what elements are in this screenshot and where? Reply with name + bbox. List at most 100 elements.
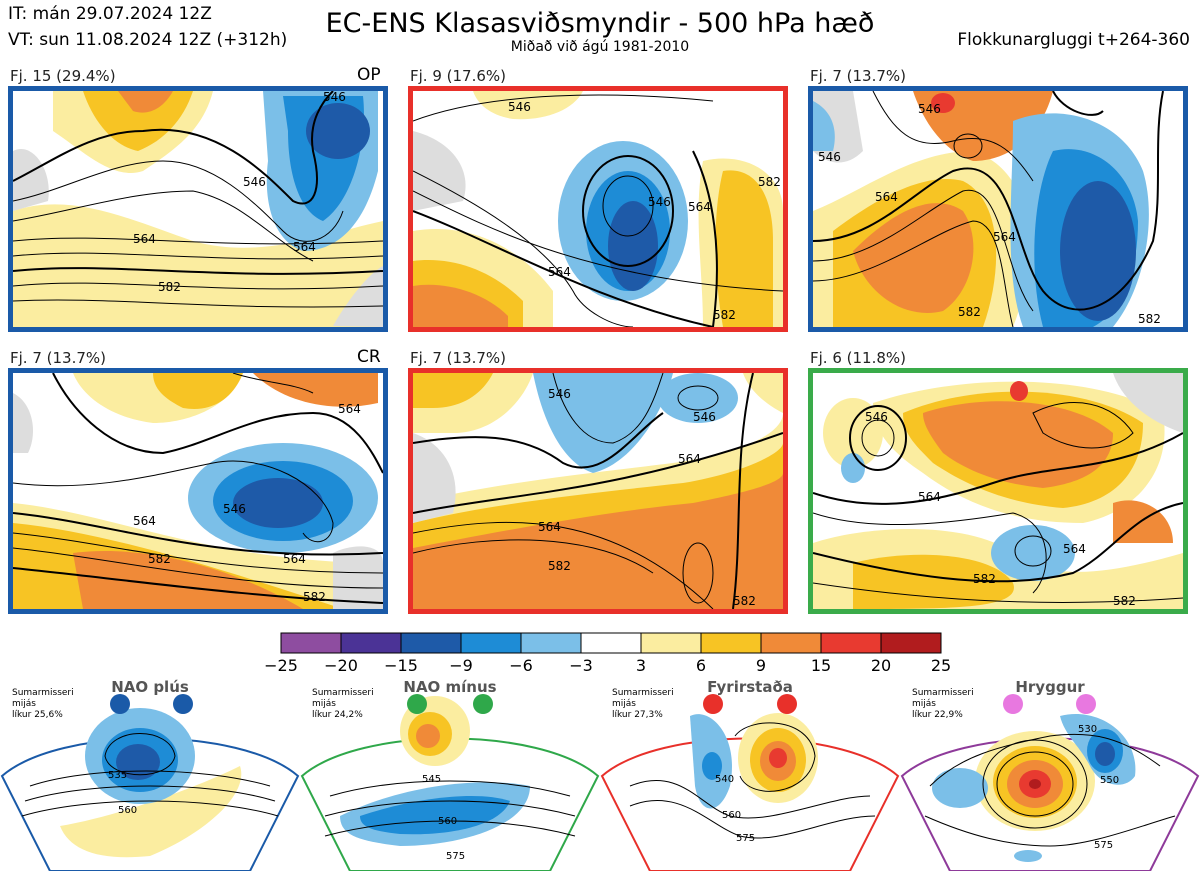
colorbar-swatch xyxy=(280,632,342,654)
regime-probability: líkur 25,6% xyxy=(12,710,63,720)
regime-mean: mijás xyxy=(912,699,936,709)
regime-probability: líkur 24,2% xyxy=(312,710,363,720)
contour-label: 575 xyxy=(446,851,465,862)
regime-nao-plus: 535 560 NAO plús Sumarmisseri mijás líku… xyxy=(0,676,300,871)
contour-label: 564 xyxy=(283,552,306,566)
regime-map: 535 560 xyxy=(0,694,300,871)
cluster-map-5: 546 546 564 564 582 582 xyxy=(408,368,788,614)
colorbar-swatch xyxy=(640,632,702,654)
anomaly-map: 546 546 564 564 582 582 xyxy=(813,91,1183,327)
contour-label: 582 xyxy=(958,305,981,319)
contour-label: 582 xyxy=(1138,312,1161,326)
contour-label: 546 xyxy=(865,410,888,424)
contour-label: 564 xyxy=(293,240,316,254)
regime-title: Fyrirstaða xyxy=(707,678,793,696)
panel-1-tag: OP xyxy=(357,65,381,85)
regime-mean: mijás xyxy=(612,699,636,709)
panel-4-tag: CR xyxy=(357,347,381,367)
colorbar-tick-label: −20 xyxy=(324,656,358,675)
colorbar-tick-label: 9 xyxy=(755,656,767,675)
contour-label: 582 xyxy=(733,594,756,608)
anomaly-map: 564 582 546 546 564 xyxy=(13,91,383,327)
cluster-window: Flokkunargluggi t+264-360 xyxy=(957,30,1190,50)
contour-label: 564 xyxy=(133,514,156,528)
regime-map: 530 550 575 xyxy=(900,694,1200,871)
cluster-map-3: 546 546 564 564 582 582 xyxy=(808,86,1188,332)
panel-4-label: Fj. 7 (13.7%) xyxy=(10,349,106,367)
anomaly-map: 546 564 564 564 582 582 xyxy=(13,373,383,609)
contour-label: 582 xyxy=(713,308,736,322)
contour-label: 546 xyxy=(918,102,941,116)
colorbar-swatch xyxy=(520,632,582,654)
colorbar-swatch xyxy=(820,632,882,654)
regime-info: Sumarmisseri mijás líkur 27,3% xyxy=(612,688,674,721)
contour-label: 582 xyxy=(148,552,171,566)
contour-label: 564 xyxy=(1063,542,1086,556)
colorbar-swatch xyxy=(580,632,642,654)
contour-label: 564 xyxy=(548,265,571,279)
colorbar-swatch xyxy=(880,632,942,654)
regime-mean: mijás xyxy=(12,699,36,709)
contour-label: 564 xyxy=(133,232,156,246)
colorbar-tick-label: 25 xyxy=(930,656,952,675)
colorbar-tick-label: −6 xyxy=(509,656,533,675)
contour-label: 546 xyxy=(548,387,571,401)
contour-label: 560 xyxy=(722,810,741,821)
colorbar-tick-label: −15 xyxy=(384,656,418,675)
contour-label: 582 xyxy=(1113,594,1136,608)
panel-5-label: Fj. 7 (13.7%) xyxy=(410,349,506,367)
contour-label: 582 xyxy=(158,280,181,294)
contour-label: 546 xyxy=(508,100,531,114)
contour-label: 545 xyxy=(422,774,441,785)
contour-label: 564 xyxy=(875,190,898,204)
anomaly-map: 546 564 564 582 582 xyxy=(813,373,1183,609)
regime-title: Hryggur xyxy=(1015,678,1085,696)
cluster-map-4: 546 564 564 564 582 582 xyxy=(8,368,388,614)
regime-title: NAO mínus xyxy=(403,678,497,696)
contour-label: 546 xyxy=(223,502,246,516)
anomaly-map: 546 546 564 564 582 582 xyxy=(413,373,783,609)
contour-label: 560 xyxy=(118,805,137,816)
colorbar-swatch xyxy=(760,632,822,654)
colorbar xyxy=(280,632,942,654)
cluster-map-1: 564 582 546 546 564 xyxy=(8,86,388,332)
contour-label: 564 xyxy=(678,452,701,466)
contour-label: 546 xyxy=(323,91,346,104)
page-title: EC-ENS Klasasviðsmyndir - 500 hPa hæð xyxy=(325,8,875,39)
colorbar-tick-label: 3 xyxy=(635,656,647,675)
colorbar-swatch xyxy=(340,632,402,654)
regime-blocking: 540 560 575 Fyrirstaða Sumarmisseri mijá… xyxy=(600,676,900,871)
contour-label: 564 xyxy=(918,490,941,504)
regime-season: Sumarmisseri xyxy=(12,688,74,698)
initial-time: IT: mán 29.07.2024 12Z xyxy=(8,4,212,24)
contour-label: 564 xyxy=(993,230,1016,244)
page-subtitle: Miðað við ágú 1981-2010 xyxy=(510,39,690,55)
cluster-map-6: 546 564 564 582 582 xyxy=(808,368,1188,614)
colorbar-swatch xyxy=(460,632,522,654)
colorbar-tick-label: −3 xyxy=(569,656,593,675)
colorbar-tick-label: 15 xyxy=(810,656,832,675)
colorbar-tick-label: 20 xyxy=(870,656,892,675)
contour-label: 560 xyxy=(438,816,457,827)
contour-label: 582 xyxy=(548,559,571,573)
panel-1-label: Fj. 15 (29.4%) xyxy=(10,67,116,85)
contour-label: 540 xyxy=(715,774,734,785)
colorbar-swatch xyxy=(700,632,762,654)
contour-label: 546 xyxy=(693,410,716,424)
colorbar-swatch xyxy=(400,632,462,654)
panel-6-label: Fj. 6 (11.8%) xyxy=(810,349,906,367)
anomaly-map: 546 546 564 564 582 582 xyxy=(413,91,783,327)
colorbar-tick-label: −9 xyxy=(449,656,473,675)
regime-nao-minus: 545 560 575 NAO mínus Sumarmisseri mijás… xyxy=(300,676,600,871)
contour-label: 530 xyxy=(1078,724,1097,735)
valid-time: VT: sun 11.08.2024 12Z (+312h) xyxy=(8,30,288,50)
contour-label: 582 xyxy=(303,590,326,604)
regime-title: NAO plús xyxy=(111,678,189,696)
contour-label: 550 xyxy=(1100,775,1119,786)
contour-label: 546 xyxy=(648,195,671,209)
regime-info: Sumarmisseri mijás líkur 25,6% xyxy=(12,688,74,721)
colorbar-tick-label: −25 xyxy=(264,656,298,675)
contour-label: 575 xyxy=(736,833,755,844)
contour-label: 582 xyxy=(973,572,996,586)
regime-info: Sumarmisseri mijás líkur 22,9% xyxy=(912,688,974,721)
